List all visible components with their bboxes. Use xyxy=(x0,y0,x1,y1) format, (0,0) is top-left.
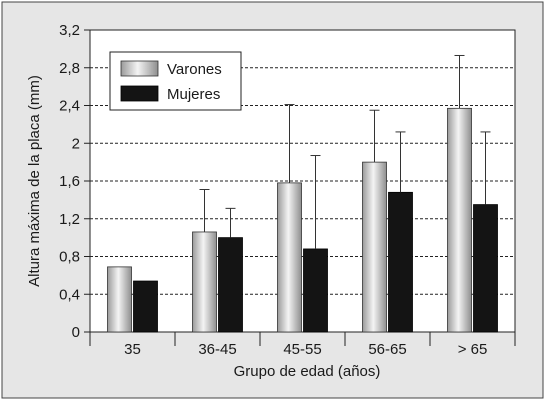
y-tick-label: 3,2 xyxy=(59,22,80,39)
y-tick-label: 0 xyxy=(72,324,80,341)
y-axis-ticks: 0 0,4 0,8 1,2 1,6 2 2,4 2,8 3,2 xyxy=(59,22,90,341)
bar-varones xyxy=(362,161,387,333)
bar-varones xyxy=(447,107,472,333)
bar-mujeres xyxy=(303,248,328,333)
legend: Varones Mujeres xyxy=(109,51,242,111)
y-axis-label: Altura máxima de la placa (mm) xyxy=(26,75,43,287)
x-tick-label: > 65 xyxy=(458,341,488,358)
x-axis-ticks: 35 36-45 45-55 56-65 > 65 xyxy=(89,332,516,358)
x-tick-label: 35 xyxy=(124,341,141,358)
bar-mujeres xyxy=(388,191,413,333)
bar-varones xyxy=(192,231,217,333)
bar-varones xyxy=(277,182,302,333)
y-tick-label: 0,4 xyxy=(59,286,80,303)
y-tick-label: 2 xyxy=(72,135,80,152)
bar-varones xyxy=(107,266,132,333)
y-tick-label: 2,4 xyxy=(59,98,80,115)
x-tick-label: 36-45 xyxy=(198,341,236,358)
legend-swatch-varones xyxy=(120,60,159,77)
legend-swatch-mujeres xyxy=(120,85,159,102)
x-tick-label: 45-55 xyxy=(283,341,321,358)
legend-label-varones: Varones xyxy=(167,61,222,78)
legend-label-mujeres: Mujeres xyxy=(167,86,220,103)
y-tick-label: 1,6 xyxy=(59,173,80,190)
x-axis-label: Grupo de edad (años) xyxy=(234,363,381,380)
y-tick-label: 0,8 xyxy=(59,249,80,266)
bar-mujeres xyxy=(133,280,158,333)
error-bars xyxy=(199,54,491,249)
bar-mujeres xyxy=(218,237,243,333)
bars xyxy=(107,107,498,333)
x-tick-label: 56-65 xyxy=(368,341,406,358)
y-tick-label: 2,8 xyxy=(59,60,80,77)
bar-mujeres xyxy=(473,204,498,333)
y-tick-label: 1,2 xyxy=(59,211,80,228)
